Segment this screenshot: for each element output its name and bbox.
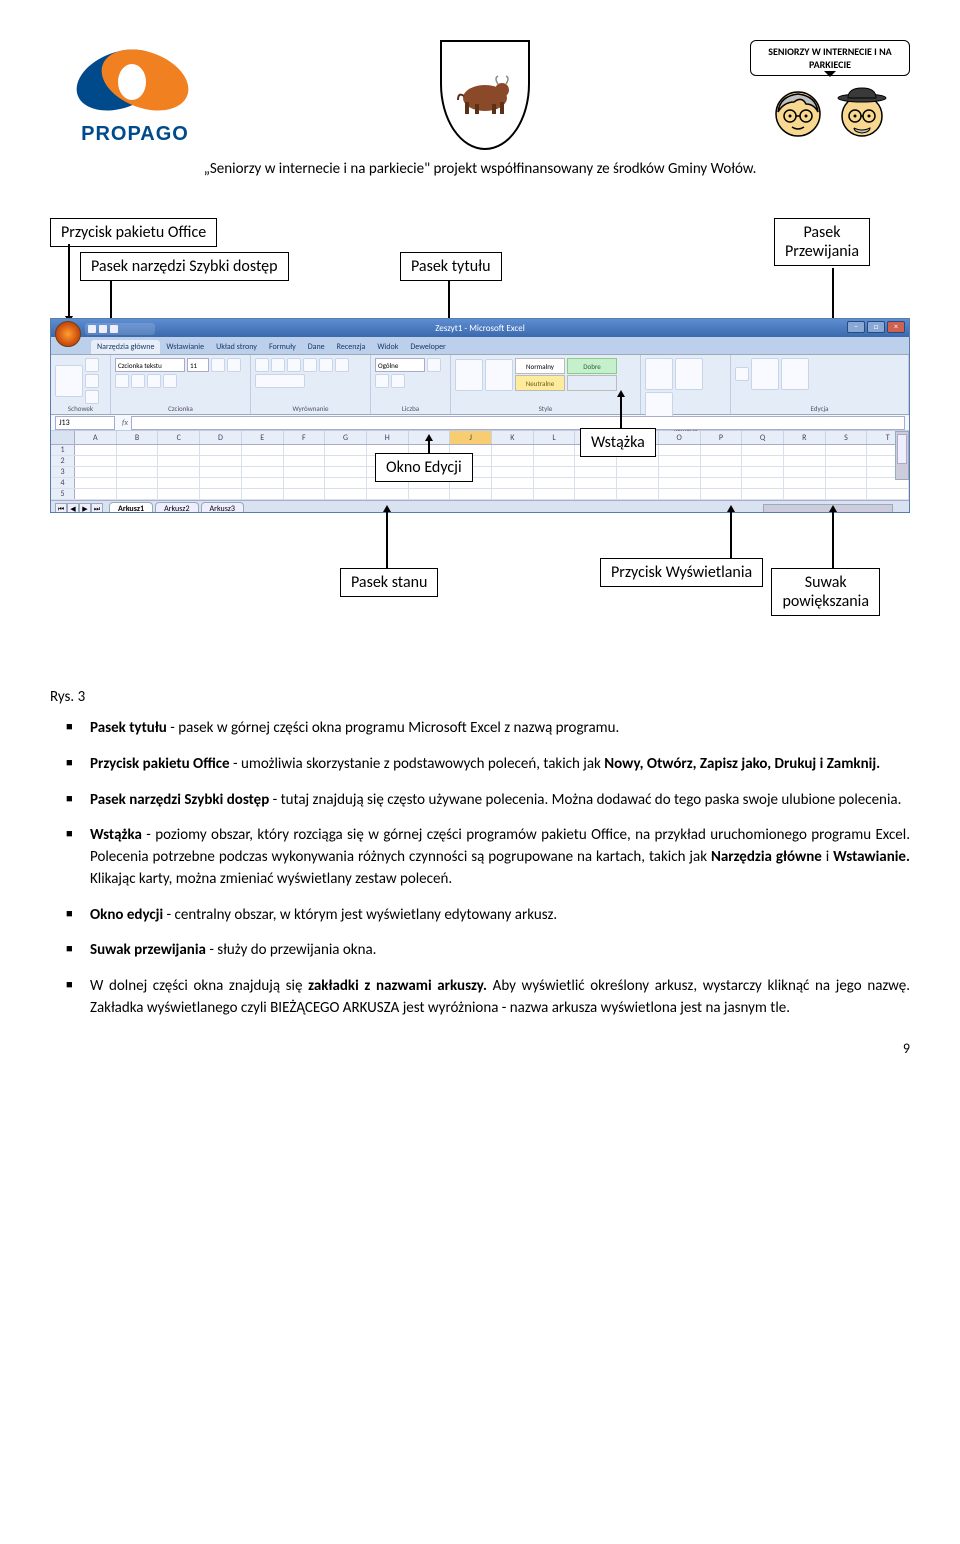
ribbon: Schowek Czcionka tekstu 11 Czcionka — [51, 355, 909, 415]
select-all-corner[interactable] — [51, 431, 75, 444]
close-icon[interactable]: × — [887, 321, 905, 333]
sheet-tab-2[interactable]: Arkusz2 — [155, 502, 198, 513]
tab-view[interactable]: Widok — [371, 340, 404, 354]
minimize-icon[interactable]: − — [847, 321, 865, 333]
copy-icon[interactable] — [85, 374, 99, 388]
prev-sheet-icon[interactable]: ◀ — [67, 503, 79, 514]
column-headers: A B C D E F G H I J K L M N O P Q R S T — [51, 431, 909, 445]
italic-icon[interactable] — [227, 358, 241, 372]
figure-caption: Rys. 3 — [50, 688, 910, 706]
tab-formulas[interactable]: Formuły — [263, 340, 302, 354]
tab-data[interactable]: Dane — [302, 340, 331, 354]
seniors-logo: SENIORZY W INTERNECIE I NA PARKIECIE — [750, 40, 910, 142]
font-size-select[interactable]: 11 — [187, 358, 209, 372]
propago-logo: PROPAGO — [50, 40, 220, 150]
font-select[interactable]: Czcionka tekstu — [115, 358, 185, 372]
quick-access-toolbar[interactable] — [85, 323, 155, 335]
sheet-tab-3[interactable]: Arkusz3 — [201, 502, 244, 513]
list-item: Przycisk pakietu Office - umożliwia skor… — [90, 754, 910, 776]
find-icon[interactable] — [781, 358, 809, 390]
callout-view-btn: Przycisk Wyświetlania — [600, 558, 763, 587]
tab-layout[interactable]: Układ strony — [210, 340, 263, 354]
list-item: Wstążka - poziomy obszar, który rozciąga… — [90, 825, 910, 890]
excel-diagram: Przycisk pakietu Office Pasek narzędzi S… — [50, 218, 910, 658]
list-item: Okno edycji - centralny obszar, w którym… — [90, 905, 910, 927]
bullet-list: Pasek tytułu - pasek w górnej części okn… — [50, 718, 910, 1020]
first-sheet-icon[interactable]: ⏮ — [55, 503, 67, 514]
excel-screenshot: Zeszyt1 - Microsoft Excel − □ × Narzędzi… — [50, 318, 910, 513]
callout-scrollbar: Pasek Przewijania — [774, 218, 870, 266]
delete-icon[interactable] — [675, 358, 703, 390]
callout-ribbon: Wstążka — [580, 428, 656, 457]
format-painter-icon[interactable] — [85, 390, 99, 404]
cut-icon[interactable] — [85, 358, 99, 372]
tab-home[interactable]: Narzędzia główne — [91, 340, 160, 354]
underline-icon[interactable] — [115, 374, 129, 388]
ribbon-tabs: Narzędzia główne Wstawianie Układ strony… — [51, 337, 909, 355]
sheet-tabs: ⏮ ◀ ▶ ⏭ Arkusz1 Arkusz2 Arkusz3 — [51, 500, 909, 513]
table-format-icon[interactable] — [485, 359, 513, 391]
office-button-icon[interactable] — [55, 321, 81, 347]
next-sheet-icon[interactable]: ▶ — [79, 503, 91, 514]
callout-qat: Pasek narzędzi Szybki dostęp — [80, 252, 289, 281]
callout-edit-window: Okno Edycji — [375, 453, 473, 482]
fill-color-icon[interactable] — [147, 374, 161, 388]
formula-bar: J13 fx — [51, 415, 909, 431]
grandma-icon — [768, 82, 828, 142]
paste-icon[interactable] — [55, 365, 83, 397]
grandpa-icon — [832, 82, 892, 142]
insert-icon[interactable] — [645, 358, 673, 390]
speech-bubble: SENIORZY W INTERNECIE I NA PARKIECIE — [750, 40, 910, 76]
bold-icon[interactable] — [211, 358, 225, 372]
name-box[interactable]: J13 — [55, 416, 115, 430]
vertical-scrollbar[interactable] — [895, 431, 909, 480]
sheet-tab-1[interactable]: Arkusz1 — [109, 502, 153, 513]
last-sheet-icon[interactable]: ⏭ — [91, 503, 103, 514]
svg-text:PROPAGO: PROPAGO — [81, 123, 189, 145]
list-item: Pasek narzędzi Szybki dostęp - tutaj zna… — [90, 790, 910, 812]
formula-input[interactable] — [131, 416, 905, 430]
list-item: Suwak przewijania - służy do przewijania… — [90, 940, 910, 962]
merge-icon[interactable] — [255, 374, 305, 388]
fx-icon[interactable]: fx — [122, 418, 128, 428]
header-logos: PROPAGO SENIORZY W INTERNECIE I NA P — [50, 40, 910, 150]
excel-titlebar: Zeszyt1 - Microsoft Excel − □ × — [51, 319, 909, 337]
callout-office-btn: Przycisk pakietu Office — [50, 218, 217, 247]
tab-insert[interactable]: Wstawianie — [160, 340, 210, 354]
tab-developer[interactable]: Deweloper — [404, 340, 452, 354]
sort-icon[interactable] — [751, 358, 779, 390]
window-title: Zeszyt1 - Microsoft Excel — [435, 323, 525, 334]
coat-of-arms — [440, 40, 530, 150]
list-item: Pasek tytułu - pasek w górnej części okn… — [90, 718, 910, 740]
list-item: W dolnej części okna znajdują się zakład… — [90, 976, 910, 1020]
horizontal-scrollbar[interactable] — [763, 504, 893, 513]
border-icon[interactable] — [131, 374, 145, 388]
cond-format-icon[interactable] — [455, 359, 483, 391]
callout-zoom: Suwak powiększania — [771, 568, 880, 616]
page-number: 9 — [50, 1040, 910, 1057]
maximize-icon[interactable]: □ — [867, 321, 885, 333]
project-subtitle: „Seniorzy w internecie i na parkiecie" p… — [50, 160, 910, 178]
callout-status-bar: Pasek stanu — [340, 568, 438, 597]
font-color-icon[interactable] — [163, 374, 177, 388]
tab-review[interactable]: Recenzja — [331, 340, 372, 354]
cell-grid[interactable]: 1 2 3 4 5 — [51, 445, 909, 500]
callout-titlebar: Pasek tytułu — [400, 252, 502, 281]
